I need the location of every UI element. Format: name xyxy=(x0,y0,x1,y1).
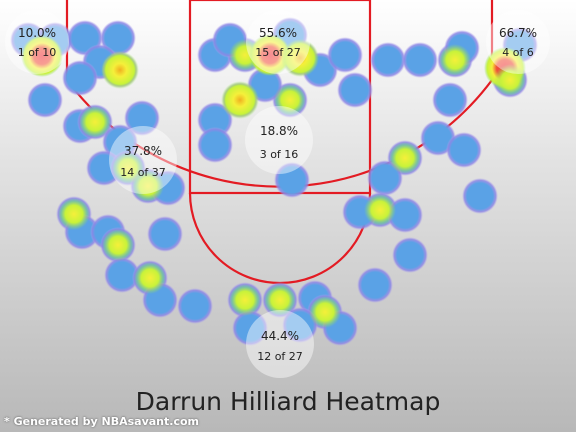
shot-heat-spot xyxy=(309,296,341,328)
zone-pct: 37.8% xyxy=(124,144,162,158)
shot-heat-spot xyxy=(221,81,259,119)
zone-left-midrange: 37.8% 14 of 37 xyxy=(109,126,177,194)
zone-made-of: 4 of 6 xyxy=(502,46,534,59)
shot-marker xyxy=(232,310,268,346)
zone-bubble xyxy=(246,10,310,74)
shot-marker xyxy=(27,82,63,118)
shot-heat-spot xyxy=(439,44,471,76)
zone-bubble xyxy=(5,10,69,74)
shot-marker xyxy=(462,178,498,214)
zone-paint: 55.6% 15 of 27 xyxy=(246,10,310,74)
shot-heat-spot xyxy=(281,39,319,77)
shot-marker xyxy=(147,216,183,252)
zone-pct: 44.4% xyxy=(261,329,299,343)
shot-marker xyxy=(62,60,98,96)
shot-heat-spot xyxy=(21,35,63,77)
heat-layer xyxy=(21,34,526,328)
footer-credit: * Generated by NBAsavant.com xyxy=(4,415,199,428)
zone-pct: 55.6% xyxy=(259,26,297,40)
shot-heat-spot xyxy=(389,142,421,174)
shot-marker xyxy=(104,257,140,293)
shot-heat-spot xyxy=(264,284,296,316)
shot-marker xyxy=(124,100,160,136)
shot-heat-spot xyxy=(101,51,139,89)
zone-pct: 66.7% xyxy=(499,26,537,40)
zone-made-of: 1 of 10 xyxy=(18,46,57,59)
shot-marker xyxy=(446,132,482,168)
zone-bubble xyxy=(109,126,177,194)
zone-made-of: 14 of 37 xyxy=(120,166,166,179)
shot-marker xyxy=(357,267,393,303)
shot-heat-spot xyxy=(132,170,164,202)
shot-marker xyxy=(327,37,363,73)
shot-marker xyxy=(282,307,318,343)
zone-made-of: 12 of 27 xyxy=(257,350,303,363)
shot-heat-spot xyxy=(134,262,166,294)
zone-bubble xyxy=(246,310,314,378)
zone-top-of-key-three: 44.4% 12 of 27 xyxy=(246,310,314,378)
zone-pct: 10.0% xyxy=(18,26,56,40)
shot-marker xyxy=(370,42,406,78)
shot-marker xyxy=(177,288,213,324)
shot-heat-spot xyxy=(229,284,261,316)
shot-heat-spot xyxy=(494,64,526,96)
shot-marker xyxy=(197,127,233,163)
zone-bubble xyxy=(245,106,313,174)
chart-title: Darrun Hilliard Heatmap xyxy=(136,387,441,416)
shot-heat-spot xyxy=(102,229,134,261)
shot-heat-spot xyxy=(58,198,90,230)
zone-bubble xyxy=(486,10,550,74)
shot-heat-spot xyxy=(79,106,111,138)
zone-made-of: 3 of 16 xyxy=(260,148,299,161)
shot-marker xyxy=(387,197,423,233)
zone-right-corner-three: 66.7% 4 of 6 xyxy=(486,10,550,74)
shot-marker xyxy=(337,72,373,108)
shot-marker xyxy=(197,102,233,138)
shot-heat-spot xyxy=(364,194,396,226)
shot-marker xyxy=(274,162,310,198)
shot-marker xyxy=(402,42,438,78)
shot-marker xyxy=(392,237,428,273)
shot-marker xyxy=(432,82,468,118)
shot-heat-spot xyxy=(249,34,291,76)
shot-heat-spot xyxy=(274,84,306,116)
zone-labels: 10.0% 1 of 10 55.6% 15 of 27 66.7% 4 of … xyxy=(5,10,550,378)
zone-free-throw-area: 18.8% 3 of 16 xyxy=(245,106,313,174)
zone-made-of: 15 of 27 xyxy=(255,46,301,59)
zone-left-corner-three: 10.0% 1 of 10 xyxy=(5,10,69,74)
zone-pct: 18.8% xyxy=(260,124,298,138)
